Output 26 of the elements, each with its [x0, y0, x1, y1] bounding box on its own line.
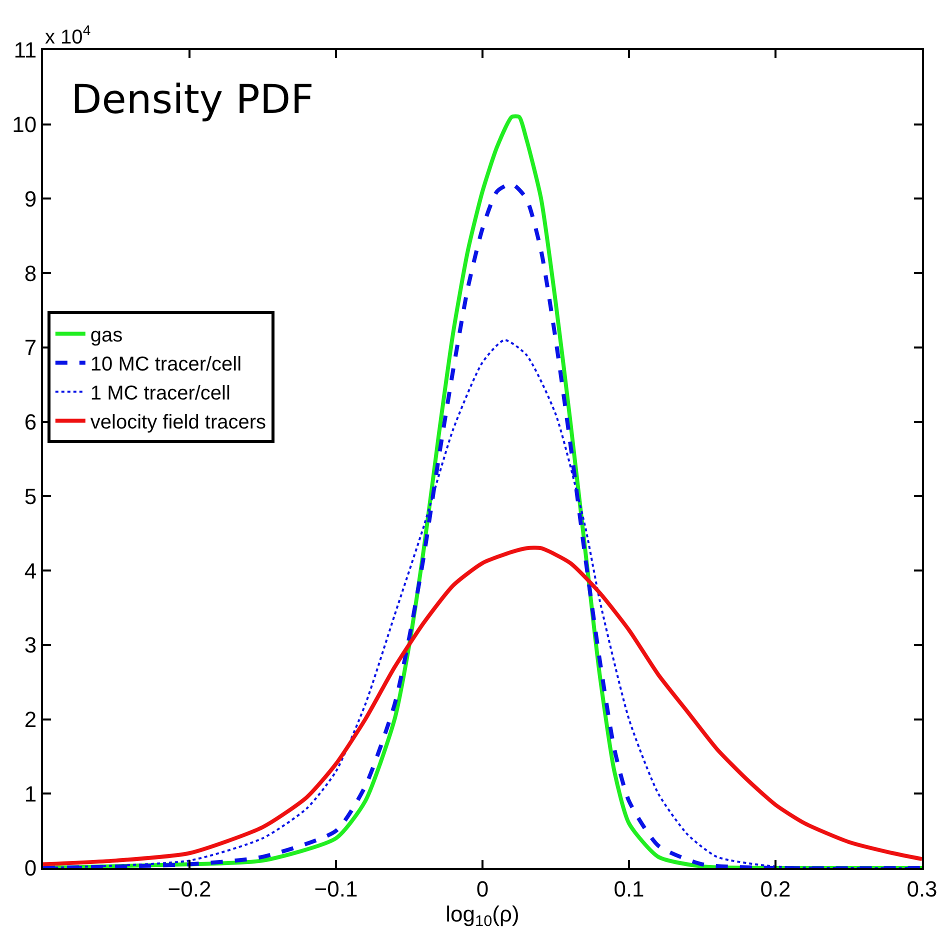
- line-series: [43, 546, 922, 866]
- y-tick-label: 10: [12, 112, 37, 138]
- x-axis-title: log$_{10}$(ρ): [446, 901, 520, 930]
- y-tick-label: 6: [24, 410, 37, 435]
- y-tick-label: 11: [14, 38, 37, 63]
- y-tick-label: 2: [24, 706, 37, 732]
- y-tick-label: 5: [24, 484, 37, 509]
- y-tick-label: 1: [24, 781, 37, 806]
- y-tick-label: 9: [24, 186, 37, 212]
- x-tick-label: 0.1: [614, 876, 644, 902]
- y-tick-label: 3: [24, 632, 37, 658]
- legend-label: gas: [90, 324, 123, 346]
- x-tick-label: 0.2: [760, 876, 791, 902]
- legend-label: 10 MC tracer/cell: [90, 354, 242, 376]
- x-tick-label: 0: [476, 876, 489, 902]
- y-tick-label: 7: [24, 335, 37, 360]
- x-tick-label: −0.2: [168, 876, 212, 902]
- legend-label: velocity field tracers: [90, 412, 266, 434]
- text: x 10$^{4}$: [45, 22, 91, 48]
- x-tick-label: 0.3: [906, 876, 938, 902]
- y-tick-label: 4: [24, 558, 37, 584]
- legend-label: 1 MC tracer/cell: [90, 382, 230, 404]
- x-tick-label: −0.1: [314, 876, 358, 902]
- y-tick-label: 8: [24, 260, 37, 286]
- y-tick-label: 0: [24, 856, 37, 881]
- text: Density PDF: [71, 77, 314, 123]
